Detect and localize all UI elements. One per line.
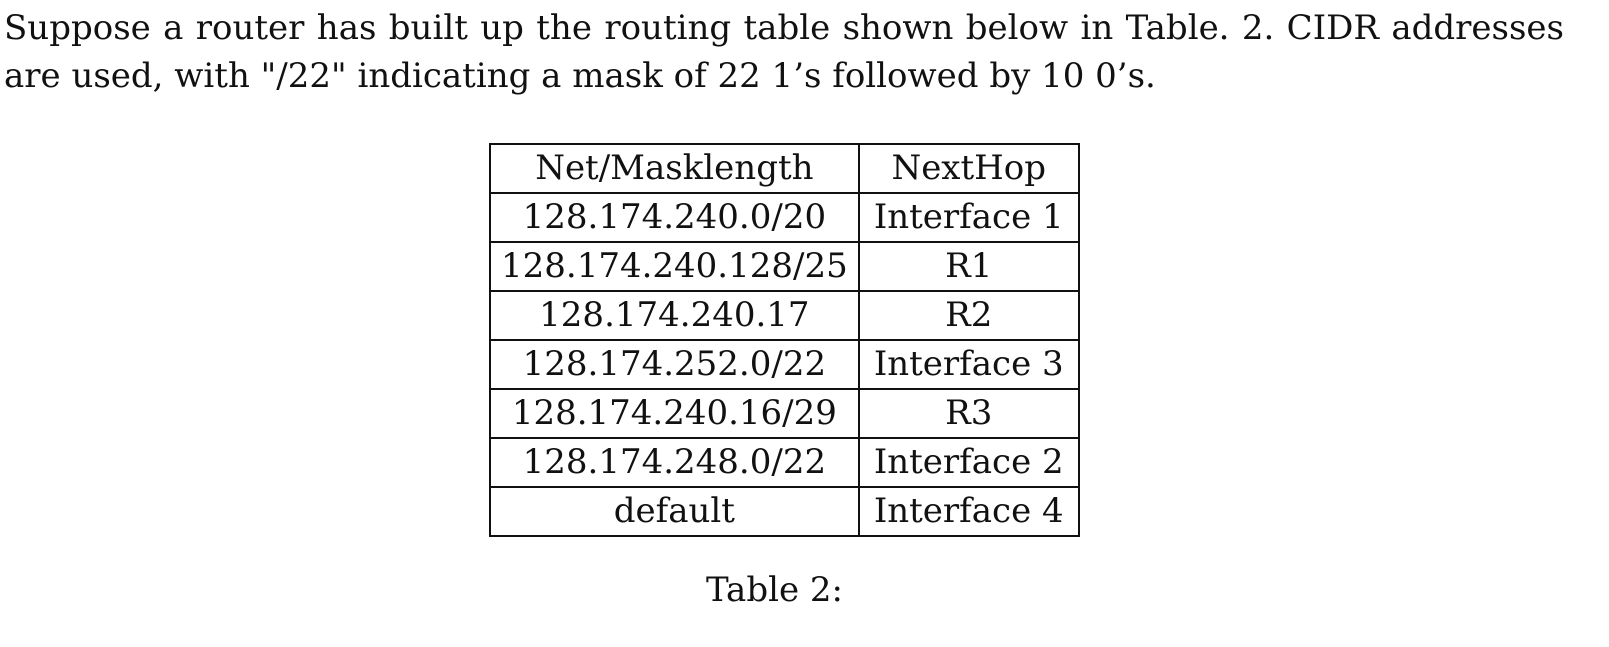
cell-nexthop: Interface 3: [857, 339, 1080, 390]
table-row: 128.174.240.0/20 Interface 1: [489, 192, 1080, 243]
cell-nexthop: Interface 1: [857, 192, 1080, 243]
table-row: 128.174.240.17 R2: [489, 290, 1080, 341]
cell-net: 128.174.240.17: [489, 290, 860, 341]
problem-paragraph: Suppose a router has built up the routin…: [4, 4, 1564, 100]
cell-net: 128.174.240.16/29: [489, 388, 860, 439]
cell-net: 128.174.240.0/20: [489, 192, 860, 243]
cell-nexthop: Interface 2: [857, 437, 1080, 488]
header-nexthop: NextHop: [857, 143, 1080, 194]
table-row: 128.174.252.0/22 Interface 3: [489, 339, 1080, 390]
cell-net: 128.174.248.0/22: [489, 437, 860, 488]
cell-net: 128.174.252.0/22: [489, 339, 860, 390]
cell-nexthop: R2: [857, 290, 1080, 341]
table-header-row: Net/Masklength NextHop: [489, 143, 1080, 194]
cell-net: default: [489, 486, 860, 537]
table-row: default Interface 4: [489, 486, 1080, 537]
header-net-masklength: Net/Masklength: [489, 143, 860, 194]
cell-nexthop: R1: [857, 241, 1080, 292]
table-row: 128.174.248.0/22 Interface 2: [489, 437, 1080, 488]
table-row: 128.174.240.16/29 R3: [489, 388, 1080, 439]
routing-table: Net/Masklength NextHop 128.174.240.0/20 …: [489, 143, 1080, 537]
paragraph-line-2: are used, with "/22" indicating a mask o…: [4, 56, 1156, 96]
cell-net: 128.174.240.128/25: [489, 241, 860, 292]
cell-nexthop: R3: [857, 388, 1080, 439]
paragraph-line-1: Suppose a router has built up the routin…: [4, 8, 1564, 48]
table-row: 128.174.240.128/25 R1: [489, 241, 1080, 292]
cell-nexthop: Interface 4: [857, 486, 1080, 537]
table-caption: Table 2:: [706, 570, 843, 610]
